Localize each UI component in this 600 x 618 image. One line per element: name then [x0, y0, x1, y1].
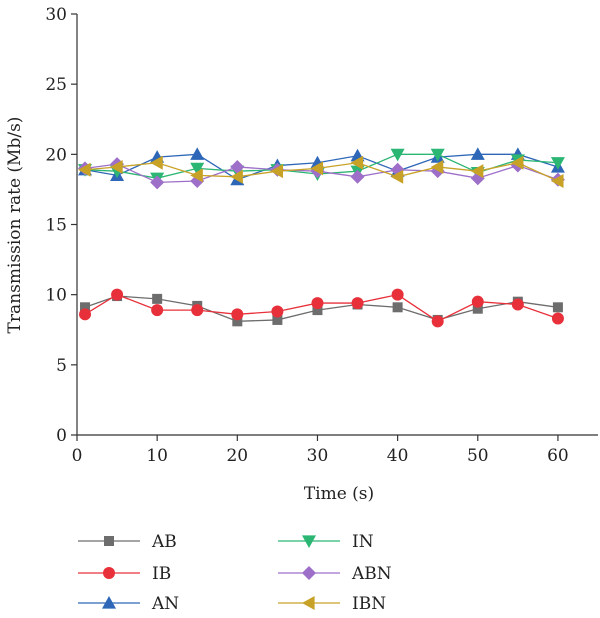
y-tick-label: 15: [45, 216, 67, 236]
legend-item-ab: AB: [78, 532, 177, 552]
data-point-ibn: [230, 169, 243, 184]
data-point-ibn: [390, 169, 404, 184]
legend-marker: [104, 536, 114, 546]
legend-item-in: IN: [278, 532, 374, 552]
legend-marker: [302, 566, 316, 580]
data-point-ab: [272, 314, 283, 325]
data-point-ib: [79, 308, 92, 321]
data-point-ab: [392, 302, 403, 313]
data-point-ibn: [190, 168, 203, 183]
data-point-an: [190, 147, 205, 160]
x-tick-label: 20: [226, 446, 248, 466]
x-tick-label: 40: [387, 446, 409, 466]
data-point-ib: [471, 295, 484, 308]
data-point-ib: [191, 304, 204, 317]
x-tick-label: 30: [307, 446, 329, 466]
y-tick-label: 25: [45, 75, 67, 95]
data-point-ibn: [430, 159, 444, 174]
legend-marker: [302, 596, 315, 610]
x-tick-label: 60: [547, 446, 569, 466]
x-tick-label: 0: [72, 446, 83, 466]
y-tick-label: 20: [45, 145, 67, 165]
data-point-ibn: [110, 159, 123, 174]
data-point-ib: [511, 298, 524, 311]
x-tick-label: 50: [467, 446, 489, 466]
data-point-ib: [391, 288, 404, 301]
data-point-ib: [351, 297, 364, 310]
legend-item-an: AN: [78, 594, 179, 614]
legend-label: AB: [151, 532, 177, 552]
data-point-ibn: [470, 164, 484, 179]
data-point-ib: [111, 288, 124, 301]
data-point-ab: [552, 302, 563, 313]
legend-label: IB: [152, 564, 171, 584]
data-point-ibn: [350, 155, 364, 170]
data-point-ibn: [550, 173, 564, 188]
data-point-in: [390, 148, 405, 162]
x-tick-label: 10: [146, 446, 168, 466]
x-axis-title: Time (s): [304, 484, 374, 504]
data-point-ab: [232, 316, 243, 327]
legend-item-ib: IB: [78, 564, 171, 584]
data-point-ib: [271, 305, 284, 318]
data-point-ibn: [510, 155, 524, 170]
data-point-an: [470, 147, 485, 160]
data-point-in: [190, 162, 205, 176]
data-point-ab: [472, 303, 483, 314]
legend-label: IN: [352, 532, 374, 552]
legend-marker: [102, 596, 116, 609]
legend-marker: [103, 567, 115, 579]
series-ib: [79, 288, 564, 328]
y-axis-title: Transmission rate (Mb/s): [5, 117, 25, 334]
legend-item-abn: ABN: [278, 564, 392, 584]
data-point-ab: [312, 305, 323, 316]
y-tick-label: 30: [45, 5, 67, 25]
data-point-ib: [311, 297, 324, 310]
data-point-ibn: [310, 161, 324, 176]
data-point-abn: [350, 169, 365, 184]
data-point-in: [550, 157, 565, 170]
y-tick-label: 10: [45, 286, 67, 306]
data-point-ibn: [150, 155, 163, 170]
data-point-ibn: [78, 162, 91, 177]
chart-axes: 0 5 10 15 20 25 30 0 10 20 30 40 50 60: [45, 5, 598, 466]
data-point-in: [430, 148, 445, 162]
legend-label: ABN: [351, 564, 392, 584]
chart-legend: AB IB AN IN ABN IBN: [78, 532, 392, 614]
chart-series: [78, 147, 565, 328]
data-point-ib: [231, 308, 244, 321]
data-point-ib: [431, 315, 444, 328]
legend-label: IBN: [352, 594, 386, 614]
data-point-ibn: [270, 164, 283, 179]
data-point-ab: [152, 293, 163, 304]
data-point-ab: [80, 302, 91, 313]
legend-item-ibn: IBN: [278, 594, 386, 614]
legend-label: AN: [151, 594, 179, 614]
series-ibn: [78, 155, 564, 188]
data-point-ib: [551, 312, 564, 325]
y-tick-label: 5: [56, 356, 67, 376]
legend-marker: [302, 535, 316, 548]
data-point-ib: [151, 304, 164, 317]
data-point-abn: [230, 159, 245, 174]
data-point-abn: [150, 175, 165, 190]
y-tick-label: 0: [56, 426, 67, 446]
